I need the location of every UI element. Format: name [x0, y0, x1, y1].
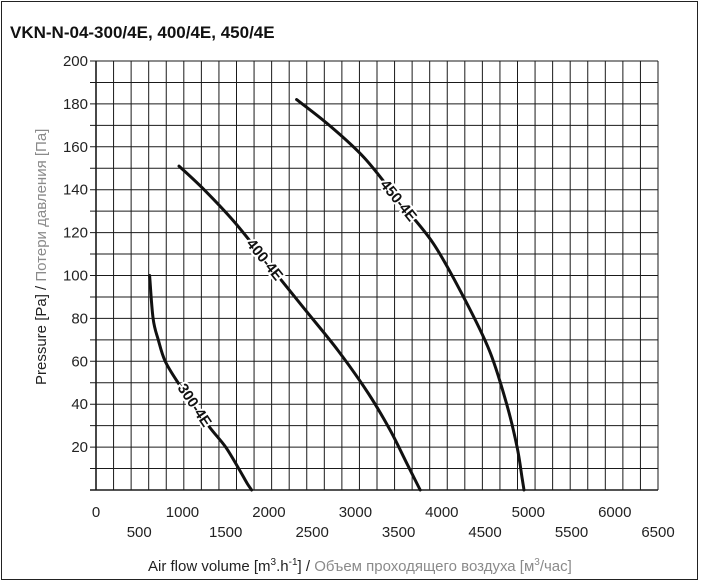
x-axis-label-alt-end: /час]: [540, 558, 572, 575]
x-tick-label: 2500: [295, 524, 328, 541]
y-axis-label: Pressure [Pa] / Потери давления [Па]: [33, 129, 50, 385]
y-tick-label: 40: [71, 396, 88, 413]
x-tick-label: 6000: [598, 504, 631, 521]
curve-300-4E: [148, 274, 254, 492]
x-axis-label-alt-sup: 3: [534, 557, 540, 568]
x-tick-label: 3000: [339, 504, 372, 521]
chart-title: VKN-N-04-300/4E, 400/4E, 450/4E: [10, 23, 275, 42]
x-tick-label: 4500: [468, 524, 501, 541]
y-tick-label: 100: [63, 268, 88, 285]
x-tick-label: 3500: [382, 524, 415, 541]
x-axis-label-alt: Объем проходящего воздуха [м: [314, 558, 534, 575]
y-axis-label-main: Pressure [Pa] /: [33, 282, 50, 385]
x-tick-label: 5000: [512, 504, 545, 521]
grid: [90, 60, 659, 491]
y-tick-label: 20: [71, 439, 88, 456]
x-axis-label: Air flow volume [m3.h-1] / Объем проходя…: [148, 557, 572, 575]
x-tick-label: 5500: [555, 524, 588, 541]
x-tick-label: 2000: [252, 504, 285, 521]
y-axis-ticks: 20 40 60 80 100 120 140 160 180 200: [63, 53, 88, 456]
x-axis-label-main: Air flow volume [m: [148, 558, 271, 575]
x-tick-label: 6500: [641, 524, 674, 541]
x-tick-label: 500: [127, 524, 152, 541]
y-tick-label: 60: [71, 353, 88, 370]
curves: [148, 98, 526, 492]
curve-450-4E: [295, 98, 526, 492]
x-tick-label: 1000: [166, 504, 199, 521]
y-tick-label: 120: [63, 225, 88, 242]
y-tick-label: 180: [63, 96, 88, 113]
x-axis-label-end: ] /: [298, 558, 315, 575]
curve-labels: 300-4E 400-4E 450-4E: [172, 175, 422, 433]
y-tick-label: 80: [71, 310, 88, 327]
x-axis-label-mid: .h: [276, 558, 289, 575]
curve-label-400-4E: 400-4E: [243, 236, 287, 284]
curve-label-300-4E: 300-4E: [174, 381, 215, 431]
y-axis-label-alt: Потери давления [Па]: [33, 129, 50, 282]
x-axis-ticks: 0 500 1000 1500 2000 2500 3000 3500 4000 4500 5000…: [92, 504, 675, 541]
x-axis-label-sup2: -1: [289, 557, 298, 568]
curve-400-4E: [177, 164, 422, 492]
curve-label-450-4E: 450-4E: [376, 177, 420, 225]
y-tick-label: 140: [63, 182, 88, 199]
x-tick-label: 1500: [209, 524, 242, 541]
x-tick-label: 0: [92, 504, 100, 521]
x-tick-label: 4000: [425, 504, 458, 521]
y-tick-label: 200: [63, 53, 88, 70]
y-tick-label: 160: [63, 139, 88, 156]
x-axis-label-sup1: 3: [271, 557, 277, 568]
